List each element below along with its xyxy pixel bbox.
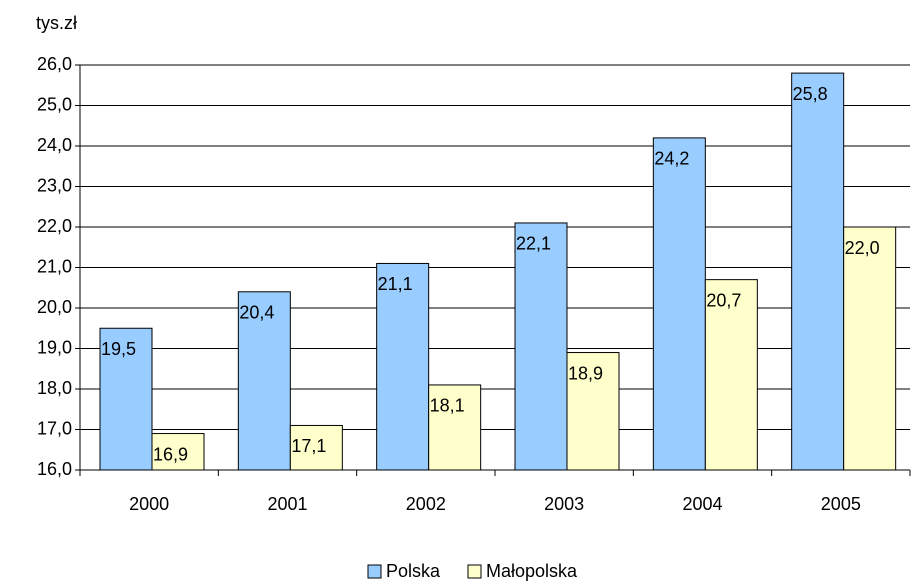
bar [151,433,205,471]
x-tick-label: 2003 [544,494,584,514]
x-tick-label: 2001 [267,494,307,514]
data-label: 16,9 [153,444,188,464]
y-tick-label: 23,0 [37,175,72,195]
data-label: 22,1 [516,234,551,254]
y-tick-label: 25,0 [37,94,72,114]
x-tick-label: 2004 [682,494,722,514]
data-label: 21,1 [378,274,413,294]
bar [566,352,620,471]
data-label: 22,0 [845,238,880,258]
y-tick-label: 20,0 [37,297,72,317]
x-tick-label: 2000 [129,494,169,514]
bar [376,262,430,471]
bar [843,226,897,471]
legend-swatch [367,564,382,579]
bar [704,279,758,471]
data-label: 18,1 [430,396,465,416]
bar [428,384,482,471]
y-axis-label: tys.zł [36,13,77,33]
data-label: 17,1 [291,436,326,456]
data-label: 24,2 [654,149,689,169]
x-tick-label: 2002 [406,494,446,514]
bar [289,424,343,471]
data-label: 19,5 [101,339,136,359]
data-label: 25,8 [793,84,828,104]
legend-label: Małopolska [486,561,578,581]
y-tick-label: 22,0 [37,216,72,236]
bar [99,327,153,471]
y-tick-label: 21,0 [37,256,72,276]
y-tick-label: 17,0 [37,418,72,438]
y-tick-label: 19,0 [37,337,72,357]
legend-label: Polska [386,561,441,581]
legend-swatch [467,564,482,579]
data-label: 20,4 [239,303,274,323]
y-tick-label: 16,0 [37,459,72,479]
data-label: 20,7 [706,290,741,310]
x-tick-label: 2005 [821,494,861,514]
data-label: 18,9 [568,363,603,383]
y-tick-label: 24,0 [37,135,72,155]
y-tick-label: 18,0 [37,378,72,398]
bar [514,222,568,471]
bar [791,72,845,471]
bar [652,137,706,471]
y-tick-label: 26,0 [37,54,72,74]
